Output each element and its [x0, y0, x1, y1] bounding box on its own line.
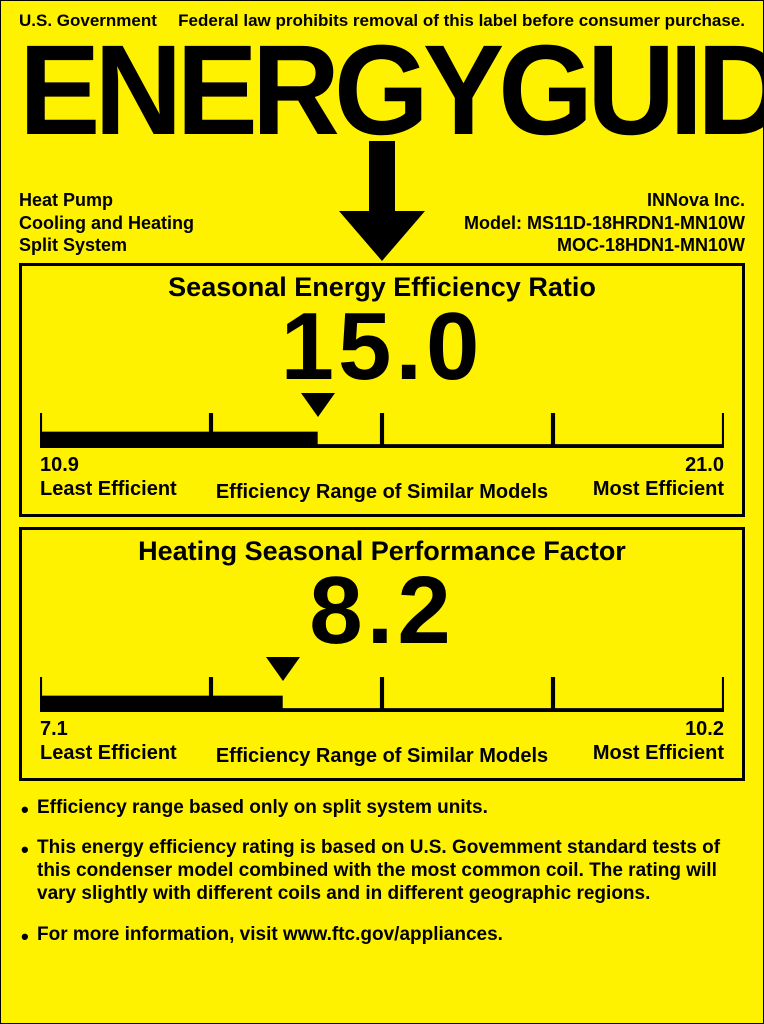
footnote-2: This energy efficiency rating is based o…: [19, 837, 745, 905]
footnote-1: Efficiency range based only on split sys…: [19, 797, 745, 820]
logo-text: ENERGYGUIDE: [19, 30, 764, 152]
model-line1: Model: MS11D-18HRDN1-MN10W: [464, 212, 745, 235]
model-line2: MOC-18HDN1-MN10W: [464, 234, 745, 257]
scale-max: 21.0Most Efficient: [593, 453, 724, 501]
manufacturer: INNova Inc.: [464, 189, 745, 212]
scale-min: 7.1Least Efficient: [40, 717, 177, 765]
scale-axis: [40, 677, 724, 712]
logo-arrow-icon: [339, 141, 425, 261]
scale: [40, 657, 724, 715]
scale-max: 10.2Most Efficient: [593, 717, 724, 765]
rating-value: 15.0: [40, 299, 724, 395]
rating-value: 8.2: [40, 563, 724, 659]
rating-box-1: Heating Seasonal Performance Factor 8.2 …: [19, 527, 745, 781]
scale-axis: [40, 413, 724, 448]
product-line1: Heat Pump: [19, 189, 194, 212]
footnotes: Efficiency range based only on split sys…: [19, 797, 745, 947]
energyguide-logo: ENERGYGUIDE: [19, 33, 745, 163]
product-type: Heat Pump Cooling and Heating Split Syst…: [19, 189, 194, 257]
scale-min: 10.9Least Efficient: [40, 453, 177, 501]
scale: [40, 393, 724, 451]
product-line3: Split System: [19, 234, 194, 257]
product-line2: Cooling and Heating: [19, 212, 194, 235]
footnote-3: For more information, visit www.ftc.gov/…: [19, 924, 745, 947]
product-model: INNova Inc. Model: MS11D-18HRDN1-MN10W M…: [464, 189, 745, 257]
rating-box-0: Seasonal Energy Efficiency Ratio 15.0 10…: [19, 263, 745, 517]
